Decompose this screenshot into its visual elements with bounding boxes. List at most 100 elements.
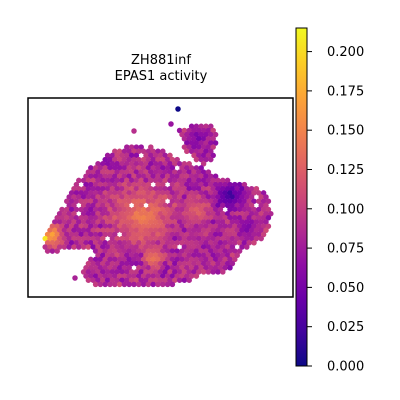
- spatial-spot: [220, 244, 226, 250]
- spatial-spot: [128, 194, 135, 200]
- spatial-spot: [186, 194, 192, 200]
- spatial-spot: [124, 169, 130, 175]
- spatial-spot: [181, 244, 188, 250]
- spatial-spot: [136, 248, 142, 254]
- spatial-spot: [124, 144, 130, 150]
- spatial-spot: [104, 227, 111, 234]
- spatial-spot: [97, 181, 104, 188]
- spatial-spot: [200, 210, 207, 217]
- spatial-spot: [54, 223, 60, 229]
- spatial-spot: [126, 206, 132, 213]
- spatial-spot: [145, 206, 152, 213]
- spatial-spot: [236, 248, 243, 254]
- spatial-spot: [172, 169, 178, 175]
- spatial-spot: [109, 235, 116, 242]
- spatial-spot: [133, 185, 140, 192]
- spatial-spot: [191, 185, 197, 192]
- spatial-spot: [205, 202, 212, 209]
- spatial-spot: [186, 185, 192, 192]
- spatial-spot: [54, 240, 60, 246]
- spatial-spot: [176, 161, 183, 167]
- spatial-spot: [260, 198, 267, 204]
- spatial-spot: [90, 177, 96, 184]
- spatial-spot: [131, 148, 137, 155]
- spatial-spot: [188, 148, 195, 155]
- spatial-spot: [196, 269, 202, 275]
- spatial-spot: [140, 248, 147, 254]
- spatial-spot: [215, 244, 221, 250]
- spatial-spot: [193, 181, 200, 188]
- spatial-spot: [175, 106, 181, 112]
- spatial-spot: [128, 269, 135, 275]
- spatial-spot: [176, 185, 183, 192]
- spatial-spot: [200, 194, 207, 200]
- spatial-spot: [83, 215, 89, 221]
- spatial-spot: [181, 177, 188, 184]
- spatial-spot: [253, 210, 260, 217]
- spatial-spot: [246, 215, 252, 221]
- spatial-spot: [210, 136, 216, 142]
- spatial-spot: [68, 215, 75, 221]
- spatial-spot: [160, 215, 166, 221]
- spatial-spot: [212, 231, 219, 238]
- spatial-spot: [102, 190, 108, 196]
- spatial-spot: [205, 210, 212, 217]
- spatial-spot: [95, 177, 101, 184]
- spatial-spot: [193, 248, 200, 254]
- spatial-spot: [193, 206, 200, 213]
- spatial-spot: [133, 177, 140, 184]
- spatial-spot: [143, 194, 149, 200]
- spatial-spot: [181, 252, 188, 259]
- spatial-spot: [145, 273, 152, 279]
- spatial-spot: [184, 240, 190, 246]
- spatial-spot: [212, 181, 219, 188]
- spatial-spot: [215, 219, 221, 225]
- spatial-spot: [160, 181, 166, 188]
- spatial-spot: [198, 165, 204, 171]
- spatial-spot: [191, 252, 197, 259]
- spatial-spot: [229, 244, 236, 250]
- spatial-spot: [224, 227, 231, 234]
- spatial-spot: [140, 256, 147, 263]
- spatial-spot: [68, 231, 75, 238]
- spatial-spot: [155, 198, 161, 204]
- spatial-spot: [174, 248, 180, 254]
- spatial-spot: [109, 269, 116, 275]
- spatial-spot: [200, 269, 207, 275]
- spatial-spot: [138, 219, 144, 225]
- spatial-spot: [229, 202, 236, 209]
- spatial-spot: [100, 252, 106, 259]
- spatial-spot: [198, 223, 204, 229]
- spatial-spot: [44, 240, 51, 246]
- spatial-spot: [102, 156, 108, 163]
- spatial-spot: [160, 190, 166, 196]
- spatial-spot: [148, 277, 154, 283]
- spatial-spot: [203, 240, 209, 246]
- spatial-spot: [167, 152, 173, 159]
- spatial-spot: [85, 219, 92, 225]
- spatial-spot: [126, 173, 132, 179]
- spatial-spot: [107, 215, 113, 221]
- spatial-spot: [114, 177, 120, 184]
- spatial-spot: [92, 256, 99, 263]
- spatial-spot: [131, 256, 137, 263]
- colorbar-tick-label: 0.125: [327, 163, 364, 178]
- spatial-spot: [169, 240, 176, 246]
- spatial-spot: [169, 173, 176, 179]
- spatial-spot: [42, 235, 48, 242]
- spatial-spot: [152, 152, 159, 159]
- spatial-spot: [88, 165, 94, 171]
- spatial-spot: [179, 248, 185, 254]
- spatial-spot: [133, 202, 140, 209]
- spatial-spot: [164, 265, 171, 271]
- spatial-spot: [119, 235, 125, 242]
- spatial-spot: [174, 240, 180, 246]
- spatial-spot: [68, 240, 75, 246]
- spatial-spot: [152, 260, 159, 267]
- spatial-spot: [104, 202, 111, 209]
- spatial-spot: [160, 265, 166, 271]
- spatial-spot: [150, 198, 156, 204]
- spatial-spot: [160, 281, 166, 288]
- spatial-spot: [224, 219, 231, 225]
- spatial-spot: [162, 161, 168, 167]
